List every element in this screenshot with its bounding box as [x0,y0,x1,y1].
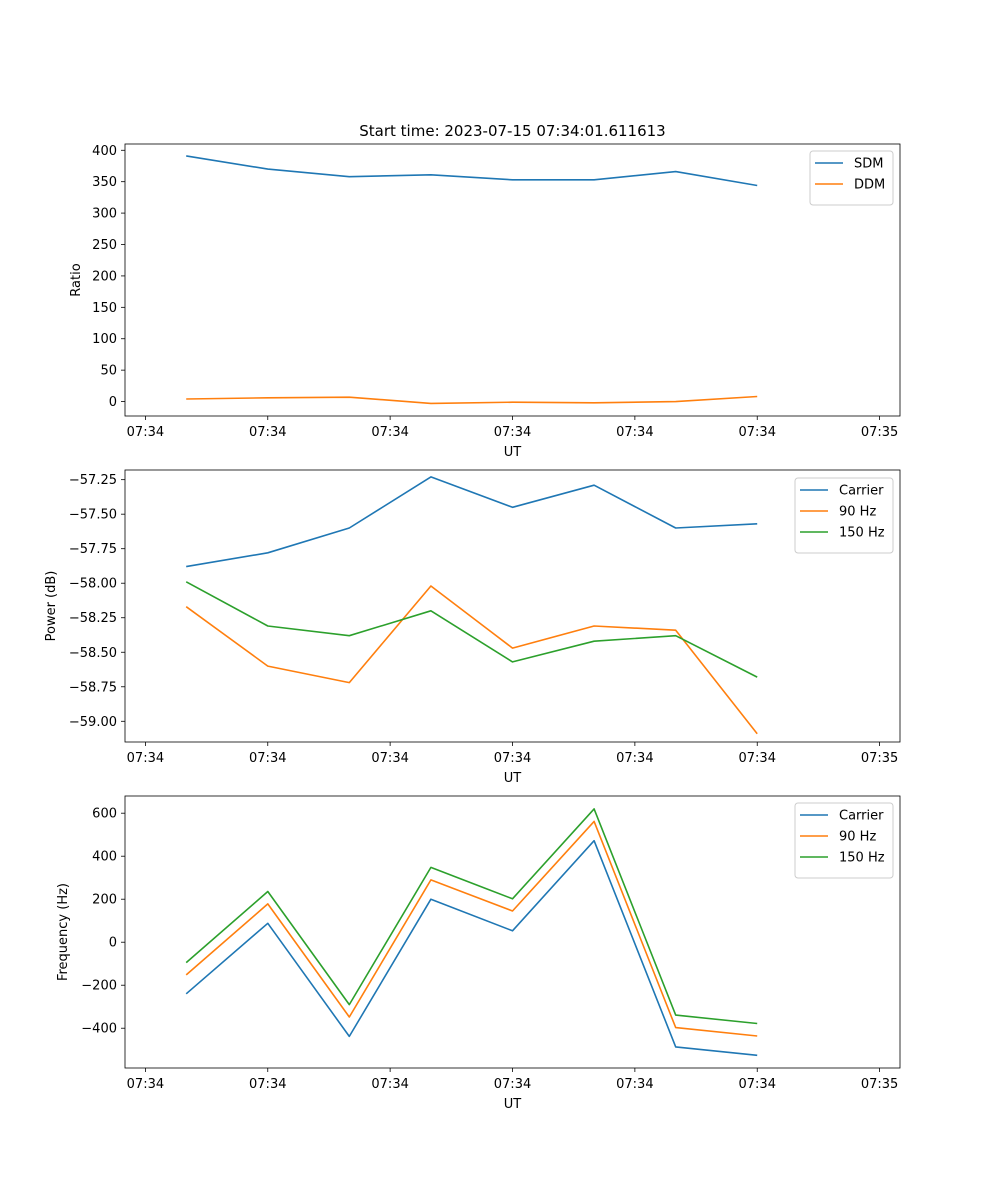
legend-box [794,477,894,554]
x-tick-label: 07:34 [739,425,776,440]
y-tick-label: 200 [92,893,117,908]
x-tick-label: 07:34 [739,751,776,766]
y-tick-label: 50 [100,364,117,379]
plot-frame [124,795,901,1069]
y-tick-label: −58.50 [69,646,117,661]
y-tick-label: 350 [92,175,117,190]
x-axis-label: UT [504,1097,522,1112]
y-axis-label: Power (dB) [44,571,59,642]
x-tick-label: 07:34 [371,1077,408,1092]
chart-panel-2: 07:34 07:34 07:34 07:34 07:34 07:34 07:35 −59.0… [44,469,901,786]
chart-title: Start time: 2023-07-15 07:34:01.611613 [359,122,665,140]
y-tick-label: −400 [81,1022,117,1037]
x-tick-label: 07:34 [494,1077,531,1092]
legend-entry-label: 150 Hz [839,851,885,866]
y-axis-label: Ratio [69,263,84,296]
y-tick-label: −200 [81,979,117,994]
y-tick-label: −58.25 [69,611,117,626]
y-tick-label: 400 [92,144,117,159]
series-line-sdm [186,155,758,187]
y-tick-label: −59.00 [69,715,117,730]
y-axis-label: Frequency (Hz) [56,883,71,981]
x-tick-label: 07:34 [494,751,531,766]
legend-entry-label: Carrier [839,484,884,499]
x-tick-label: 07:34 [371,425,408,440]
x-tick-label: 07:34 [127,425,164,440]
y-tick-label: 200 [92,269,117,284]
x-tick-label: 07:34 [249,425,286,440]
legend-entry-label: DDM [854,178,885,193]
x-tick-label: 07:34 [739,1077,776,1092]
y-tick-label: 0 [109,395,117,410]
y-tick-label: 600 [92,807,117,822]
x-tick-label: 07:35 [861,425,898,440]
x-axis-label: UT [504,771,522,786]
y-tick-label: 100 [92,332,117,347]
series-line-90-hz [185,820,758,1037]
x-tick-label: 07:34 [127,751,164,766]
legend-box [809,150,894,206]
y-tick-label: −57.75 [69,542,117,557]
y-tick-label: −58.75 [69,680,117,695]
x-tick-label: 07:35 [861,1077,898,1092]
y-tick-label: 0 [109,936,117,951]
y-tick-label: 250 [92,238,117,253]
legend-entry-label: 90 Hz [839,505,876,520]
x-tick-label: 07:34 [249,1077,286,1092]
series-line-150-hz [185,581,758,678]
y-tick-label: −57.50 [69,508,117,523]
x-tick-label: 07:34 [494,425,531,440]
x-tick-label: 07:34 [616,425,653,440]
x-tick-label: 07:35 [861,751,898,766]
legend-entry-label: 150 Hz [839,526,885,541]
series-line-90-hz [185,585,758,735]
x-axis-label: UT [504,445,522,460]
series-line-150-hz [185,808,758,1025]
y-tick-label: −57.25 [69,473,117,488]
charts-layer: 07:34 07:34 07:34 07:34 07:34 07:34 07:35 0 50 10… [44,143,901,1112]
y-tick-label: −58.00 [69,577,117,592]
x-tick-label: 07:34 [616,751,653,766]
y-tick-label: 150 [92,301,117,316]
legend-entry-label: SDM [854,157,883,172]
legend-entry-label: Carrier [839,809,884,824]
legend-box [794,802,894,879]
x-tick-label: 07:34 [371,751,408,766]
x-tick-label: 07:34 [249,751,286,766]
y-tick-label: 300 [92,207,117,222]
chart-panel-1: 07:34 07:34 07:34 07:34 07:34 07:34 07:35 0 50 10… [69,143,901,460]
x-tick-label: 07:34 [127,1077,164,1092]
legend-entry-label: 90 Hz [839,830,876,845]
series-line-ddm [186,395,758,405]
plot-frame [124,469,901,743]
series-line-carrier [186,476,758,568]
x-tick-label: 07:34 [616,1077,653,1092]
series-line-carrier [185,839,758,1057]
chart-panel-3: 07:34 07:34 07:34 07:34 07:34 07:34 07:35 −400 −… [56,795,901,1112]
plot-frame [124,143,901,417]
y-tick-label: 400 [92,850,117,865]
